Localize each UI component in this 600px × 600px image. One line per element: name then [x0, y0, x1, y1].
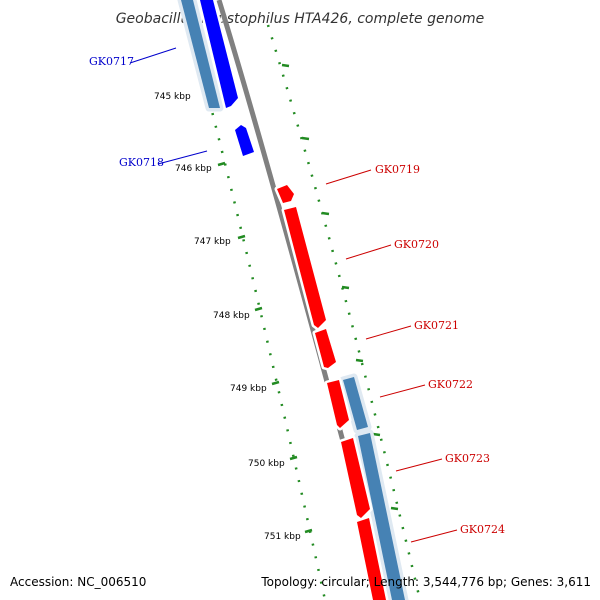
gene-leader-line	[129, 47, 177, 64]
cds-feature	[343, 377, 368, 430]
gene-leader-line	[345, 244, 392, 260]
scale-label: 750 kbp	[248, 459, 285, 469]
major-tick	[289, 455, 298, 461]
gene-arrow-gk0721[interactable]	[315, 329, 336, 368]
gene-arrow-gk0718[interactable]	[235, 125, 254, 156]
gene-leader-line	[395, 458, 443, 472]
major-tick	[237, 234, 246, 240]
gene-label-gk0720[interactable]: GK0720	[394, 238, 439, 251]
gene-features	[197, 0, 389, 600]
gene-arrow-gk0717[interactable]	[200, 0, 238, 108]
major-tick	[372, 432, 381, 437]
gene-arrow-gk0723[interactable]	[341, 438, 370, 518]
major-tick	[390, 506, 399, 511]
gene-arrow-gk0724[interactable]	[357, 518, 386, 600]
gene-label-gk0719[interactable]: GK0719	[375, 163, 420, 176]
gene-leader-line	[410, 529, 458, 543]
major-tick	[254, 306, 263, 312]
map-title: Geobacillus kaustophilus HTA426, complet…	[116, 11, 485, 27]
tick-marks	[181, 0, 422, 600]
major-tick	[301, 136, 310, 141]
major-tick	[341, 285, 350, 290]
gene-labels: GK0717 GK0718 GK0719 GK0720 GK0721 GK0722 GK07…	[89, 47, 505, 543]
major-tick	[355, 358, 364, 363]
gene-leader-line	[379, 384, 426, 398]
scale-label: 747 kbp	[194, 237, 231, 247]
major-tick	[321, 211, 330, 216]
scale-label: 745 kbp	[154, 92, 191, 102]
gene-label-gk0717[interactable]: GK0717	[89, 55, 134, 68]
gene-label-gk0722[interactable]: GK0722	[428, 378, 473, 391]
major-tick	[281, 63, 290, 68]
scale-label: 746 kbp	[175, 164, 212, 174]
cds-feature	[358, 433, 405, 600]
genome-summary-text: Topology: circular; Length: 3,544,776 bp…	[260, 575, 591, 589]
cds-features	[177, 0, 409, 600]
major-tick	[271, 380, 280, 386]
gene-label-gk0721[interactable]: GK0721	[414, 319, 459, 332]
accession-text: Accession: NC_006510	[10, 575, 146, 589]
gene-label-gk0723[interactable]: GK0723	[445, 452, 490, 465]
gene-leader-line	[365, 325, 412, 340]
gene-label-gk0718[interactable]: GK0718	[119, 156, 164, 169]
scale-label: 748 kbp	[213, 311, 250, 321]
scale-labels: 745 kbp 746 kbp 747 kbp 748 kbp 749 kbp 750 k…	[154, 92, 301, 542]
cds-feature	[181, 0, 220, 108]
gene-label-gk0724[interactable]: GK0724	[460, 523, 505, 536]
tick-track-outer	[266, 24, 422, 600]
scale-label: 751 kbp	[264, 532, 301, 542]
gene-leader-line	[157, 150, 208, 165]
gene-arrow-gk0722[interactable]	[327, 380, 349, 428]
gene-arrow-gk0719[interactable]	[277, 185, 294, 203]
gene-leader-line	[325, 169, 372, 185]
tick-track-inner	[181, 0, 327, 600]
major-tick	[217, 161, 226, 167]
major-tick	[304, 528, 313, 534]
scale-label: 749 kbp	[230, 384, 267, 394]
gene-arrow-gk0720[interactable]	[284, 207, 326, 328]
